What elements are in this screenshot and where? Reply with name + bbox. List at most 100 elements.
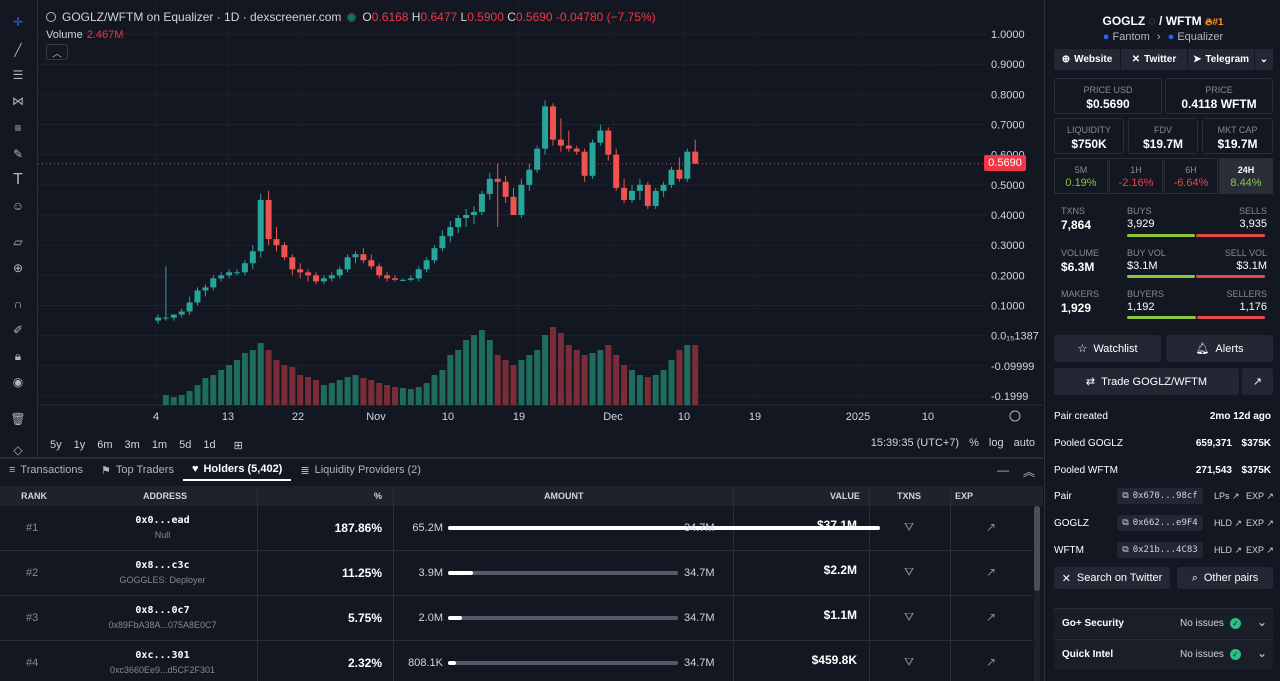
change-5M[interactable]: 5M 0.19%: [1054, 158, 1108, 194]
opt-log[interactable]: log: [988, 437, 1004, 449]
tab-3[interactable]: ≣ Liquidity Providers (2): [291, 459, 430, 481]
mcap-box: MKT CAP $19.7M: [1202, 118, 1273, 154]
holding-bar: [448, 571, 678, 575]
explorer-link[interactable]: EXP ↗: [1246, 518, 1274, 528]
lock-icon[interactable]: 🔒︎: [14, 348, 22, 363]
tab-label: Holders (5,402): [203, 463, 283, 475]
text-icon[interactable]: T: [13, 171, 23, 188]
holder-address[interactable]: 0x0...ead: [135, 515, 190, 526]
tab-0[interactable]: ≡ Transactions: [0, 459, 92, 481]
holders-link[interactable]: HLD ↗: [1214, 545, 1243, 555]
holders-link[interactable]: HLD ↗: [1214, 518, 1243, 528]
trade-button[interactable]: ⇄ Trade GOGLZ/WFTM: [1054, 368, 1239, 395]
volume-bar: [526, 355, 533, 405]
lock-drawing-icon[interactable]: ✐: [12, 323, 24, 337]
other-pairs-button[interactable]: ⌕ Other pairs: [1177, 567, 1273, 589]
holding-bar: [448, 616, 678, 620]
watchlist-button[interactable]: ☆ Watchlist: [1054, 335, 1161, 362]
explorer-link[interactable]: EXP ↗: [1246, 545, 1274, 555]
external-link-icon[interactable]: ↗: [986, 520, 997, 534]
search-twitter-button[interactable]: ✕ Search on Twitter: [1054, 567, 1170, 589]
chart-canvas[interactable]: 1.00000.90000.80000.70000.60000.50000.40…: [38, 0, 1043, 433]
telegram-link[interactable]: ➤ Telegram: [1188, 49, 1254, 70]
holder-address[interactable]: 0xc...301: [135, 650, 190, 661]
alerts-button[interactable]: 🔔︎ Alerts: [1166, 335, 1273, 362]
holder-amount: 65.2M: [412, 522, 443, 534]
table-scrollbar[interactable]: [1034, 506, 1040, 681]
ruler-icon[interactable]: ▱: [13, 235, 23, 249]
search-icon: ⌕: [1191, 571, 1198, 584]
range-5y[interactable]: 5y: [50, 439, 62, 451]
change-6H[interactable]: 6H -6.64%: [1164, 158, 1218, 194]
emoji-icon[interactable]: ☺: [11, 199, 25, 213]
candle-body: [621, 187, 628, 200]
volume-bar: [392, 387, 398, 405]
y-tick-label: -0.1999: [991, 391, 1028, 403]
expand-icon[interactable]: ︽: [1022, 465, 1035, 479]
volume-bar: [471, 335, 477, 405]
holders-link[interactable]: LPs ↗: [1214, 491, 1240, 501]
fire-icon: 🔥︎: [1205, 17, 1213, 28]
explorer-link[interactable]: EXP ↗: [1246, 491, 1274, 501]
copy-address-button[interactable]: ⧉ 0x662...e9F4: [1117, 515, 1203, 531]
tab-2[interactable]: ♥ Holders (5,402): [182, 459, 292, 481]
tab-label: Liquidity Providers (2): [314, 464, 421, 476]
sells-count: 3,935: [1239, 218, 1267, 230]
minimize-icon[interactable]: —: [996, 463, 1009, 477]
tab-1[interactable]: ⚑ Top Traders: [92, 459, 183, 481]
volume-bar: [613, 355, 620, 405]
external-link-icon[interactable]: ↗: [986, 655, 997, 669]
trendline-icon[interactable]: ╱: [14, 43, 22, 57]
range-5d[interactable]: 5d: [179, 439, 192, 451]
brush-icon[interactable]: ✎: [12, 147, 24, 161]
website-link[interactable]: ⊕ Website: [1054, 49, 1120, 70]
pattern-icon[interactable]: ⋈: [12, 94, 24, 108]
external-link-icon[interactable]: ↗: [986, 565, 997, 579]
price-chart[interactable]: 1.00000.90000.80000.70000.60000.50000.40…: [38, 0, 1043, 457]
trash-icon[interactable]: 🗑︎: [10, 412, 26, 426]
fib-icon[interactable]: ≡: [14, 121, 22, 135]
filter-icon[interactable]: ⛛: [904, 565, 915, 579]
volume-bar: [360, 378, 367, 405]
candle-body: [226, 272, 233, 276]
external-link-icon[interactable]: ↗: [986, 610, 997, 624]
crosshair-icon[interactable]: ✛: [12, 15, 24, 29]
change-1H[interactable]: 1H -2.16%: [1109, 158, 1163, 194]
collapse-legend-button[interactable]: ︿: [46, 44, 68, 60]
filter-icon[interactable]: ⛛: [904, 610, 915, 624]
opt-%[interactable]: %: [969, 437, 979, 449]
pane-divider[interactable]: [0, 457, 1043, 459]
holder-address[interactable]: 0x8...0c7: [135, 605, 190, 616]
candle-body: [668, 169, 675, 185]
clock-readout[interactable]: 15:39:35 (UTC+7): [870, 437, 960, 449]
eye-icon[interactable]: ◉: [12, 375, 24, 389]
holder-label: GOGGLES: Deployer: [119, 575, 206, 585]
quick-intel-row[interactable]: Quick Intel No issues ✓ ⌄: [1054, 639, 1273, 669]
range-3m[interactable]: 3m: [124, 439, 140, 451]
buys-count: 3,929: [1127, 218, 1155, 230]
filter-icon[interactable]: ⛛: [904, 520, 915, 534]
opt-auto[interactable]: auto: [1013, 437, 1035, 449]
copy-address-button[interactable]: ⧉ 0x670...98cf: [1117, 488, 1203, 504]
chart-options: 15:39:35 (UTC+7)% log auto: [871, 437, 1035, 449]
horizontal-lines-icon[interactable]: ☰: [12, 68, 24, 82]
candle-body: [186, 302, 193, 312]
range-1y[interactable]: 1y: [73, 439, 86, 451]
goplus-security-row[interactable]: Go+ Security No issues ✓ ⌄: [1054, 608, 1273, 638]
range-1d[interactable]: 1d: [203, 439, 216, 451]
range-6m[interactable]: 6m: [97, 439, 113, 451]
holder-address[interactable]: 0x8...c3c: [135, 560, 190, 571]
zoom-icon[interactable]: ⊕: [12, 261, 24, 275]
open-external-button[interactable]: ↗: [1242, 368, 1273, 395]
calendar-icon[interactable]: ⊞: [233, 439, 243, 452]
magnet-icon[interactable]: ∩: [13, 297, 23, 311]
copy-address-button[interactable]: ⧉ 0x21b...4C83: [1117, 542, 1203, 558]
volume-bar: [550, 327, 556, 405]
range-1m[interactable]: 1m: [151, 439, 168, 451]
layers-icon[interactable]: ◇: [13, 443, 23, 457]
x-tick-label: Nov: [366, 411, 386, 423]
change-24H[interactable]: 24H 8.44%: [1219, 158, 1273, 194]
twitter-link[interactable]: ✕ Twitter: [1121, 49, 1187, 70]
filter-icon[interactable]: ⛛: [904, 655, 915, 669]
more-links-button[interactable]: ⌄: [1255, 49, 1273, 70]
